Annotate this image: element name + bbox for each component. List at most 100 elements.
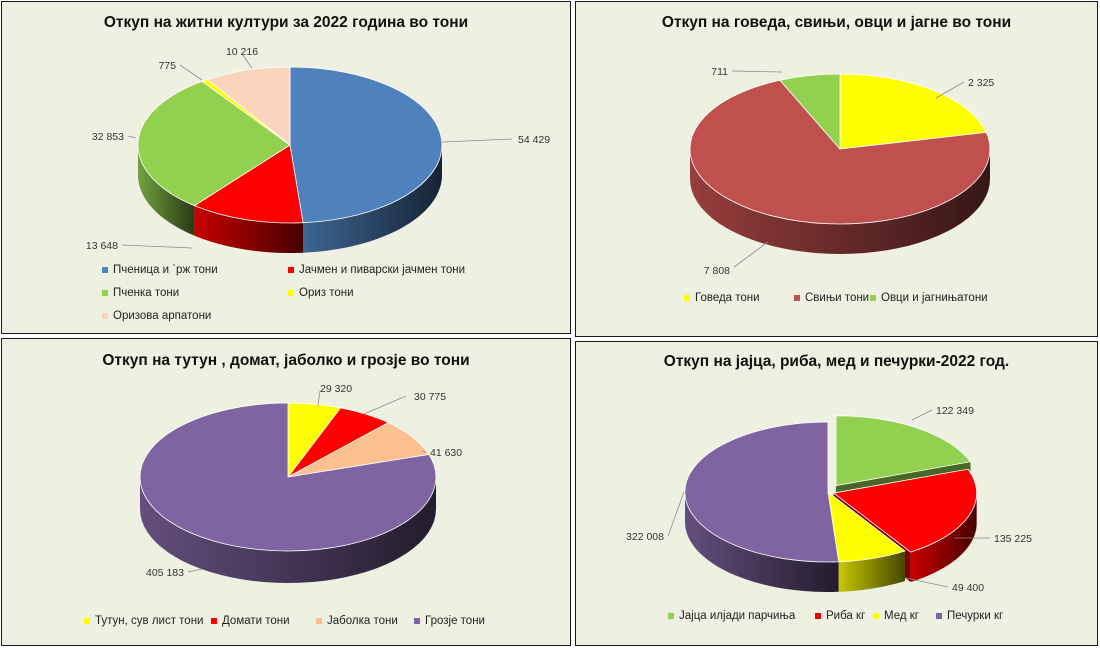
data-label: 7 808 (704, 265, 730, 277)
legend-label: Пченица и `рж тони (113, 264, 218, 276)
legend-item: Говеда тони (684, 292, 760, 304)
chart-panel-eggs-fish: Откуп на јајца, риба, мед и печурки-2022… (575, 341, 1098, 646)
legend-item: Тутун, сув лист тони (84, 615, 203, 627)
data-label: 49 400 (952, 582, 984, 594)
pie-slice-овци-и-јагнињатони (779, 73, 841, 151)
data-labels: 29 320 30 775 41 630 405 183 (146, 383, 462, 579)
pie-slice-грозје-тони (139, 402, 437, 552)
pie-slice-пченица-и-рж-тони (289, 66, 443, 224)
pie-slice-јајца-илјади-парчиња (835, 415, 972, 487)
pie-slice-оризова-арпатони (206, 66, 291, 146)
legend-label: Јајца илјади парчиња (679, 610, 796, 622)
pie-slice-печурки-кг (684, 421, 840, 563)
data-label: 32 853 (92, 131, 124, 143)
legend-swatch (668, 613, 674, 619)
leader-line (731, 70, 783, 73)
legend-label: Јачмен и пиварски јачмен тони (299, 264, 466, 276)
legend-item: Јајца илјади парчиња (668, 610, 795, 622)
pie-sides (140, 477, 436, 583)
legend-label: Пченка тони (113, 287, 180, 299)
data-label: 54 429 (518, 134, 550, 146)
pie-slice-side (690, 149, 990, 254)
leader-line (179, 64, 203, 81)
pie-tops (684, 415, 978, 563)
data-label: 711 (711, 66, 728, 78)
legend-item: Печурки кг (936, 610, 1003, 622)
data-label: 41 630 (430, 447, 462, 459)
leader-line (127, 135, 137, 139)
pie-slice-side (140, 477, 436, 583)
leader-line (733, 241, 769, 268)
legend-swatch (414, 618, 420, 624)
chart-title: Откуп на говеда, свињи, овци и јагне во … (661, 14, 1012, 31)
pie-slice-пченка-тони (137, 80, 291, 207)
legend-swatch (288, 267, 294, 273)
pie-chart-crops: 29 320 30 775 41 630 405 183 (139, 383, 462, 583)
legend-swatch (102, 290, 108, 296)
legend-label: Тутун, сув лист тони (95, 615, 204, 627)
legend-item: Овци и јагнињатони (870, 292, 988, 304)
legend-swatch (102, 313, 108, 319)
legend-swatch (102, 267, 108, 273)
legend-label: Риба кг (826, 610, 866, 622)
leader-line (421, 450, 427, 453)
legend-item: Пченица и `рж тони (102, 264, 218, 276)
legend-item: Оризова арпатони (102, 310, 211, 322)
leader-line (241, 53, 253, 69)
legend-item: Мед кг (873, 610, 919, 622)
leader-line (441, 138, 513, 143)
data-labels: 2 325 7 808 711 (704, 66, 995, 277)
legend-swatch (794, 295, 800, 301)
leader-line (187, 568, 203, 573)
pie-sides (690, 149, 990, 254)
legend-item: Пченка тони (102, 287, 179, 299)
data-labels: 122 349 135 225 49 400 322 008 (626, 405, 1032, 594)
legend-label: Овци и јагнињатони (881, 292, 988, 304)
leader-line (317, 390, 321, 407)
pie-slice-side (838, 550, 905, 592)
legend-item: Јачмен и пиварски јачмен тони (288, 264, 465, 276)
pie-slice-свињи-тони (689, 79, 991, 225)
data-label: 29 320 (320, 383, 352, 395)
legend-swatch (84, 618, 90, 624)
pie-tops (137, 66, 443, 224)
legend-label: Домати тони (222, 615, 290, 627)
leader-line (935, 81, 965, 99)
pie-slice-side (685, 492, 839, 592)
pie-chart-livestock: 2 325 7 808 711 (689, 66, 995, 277)
chart-panel-livestock: Откуп на говеда, свињи, овци и јагне во … (575, 1, 1098, 337)
chart-title: Откуп на тутун , домат, јаболко и грозје… (102, 352, 470, 369)
pie-chart-eggs-fish: 122 349 135 225 49 400 322 008 (626, 405, 1032, 594)
pie-slice-side (194, 205, 304, 253)
legend-swatch (288, 290, 294, 296)
data-label: 405 183 (146, 567, 184, 579)
chart-title: Откуп на јајца, риба, мед и печурки-2022… (663, 353, 1010, 370)
legend-swatch (211, 618, 217, 624)
data-label: 13 648 (86, 240, 118, 252)
chart-title: Откуп на житни култури за 2022 година во… (103, 14, 469, 31)
leader-line (121, 244, 193, 249)
pie-slice-риба-кг (832, 468, 978, 553)
legend-item: Ориз тони (288, 287, 354, 299)
legend-label: Оризова арпатони (113, 310, 212, 322)
legend-swatch (873, 613, 879, 619)
data-label: 2 325 (968, 77, 994, 89)
leader-line (905, 577, 949, 588)
pie-slice-side (303, 145, 442, 253)
chart-panel-crops: Откуп на тутун , домат, јаболко и грозје… (1, 338, 571, 646)
legend-swatch (936, 613, 942, 619)
legend-label: Ориз тони (299, 287, 354, 299)
legend-item: Свињи тони (794, 292, 869, 304)
pie-slice-јачмен-и-пиварски-јачмен-тони (193, 144, 304, 224)
legend-swatch (815, 613, 821, 619)
data-label: 10 216 (226, 46, 258, 58)
leader-line (667, 491, 685, 537)
legend-swatch (684, 295, 690, 301)
legend-label: Грозје тони (425, 615, 485, 627)
legend-label: Печурки кг (947, 610, 1004, 622)
legend-item: Домати тони (211, 615, 290, 627)
data-label: 322 008 (626, 531, 664, 543)
legend-item: Риба кг (815, 610, 865, 622)
data-label: 775 (158, 60, 176, 72)
pie-slice-side (910, 493, 977, 583)
